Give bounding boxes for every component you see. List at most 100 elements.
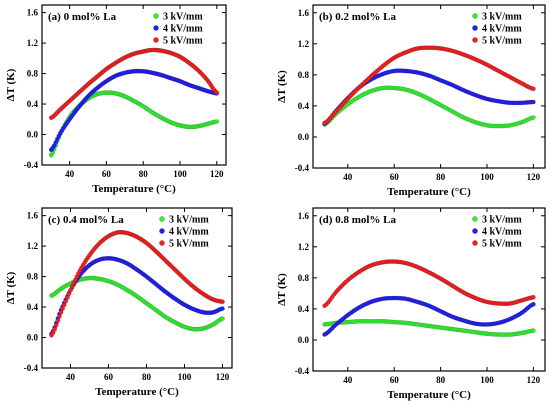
panel-title: (a) 0 mol% La: [48, 11, 117, 23]
data-point: [65, 295, 70, 300]
x-tick-label: 100: [178, 372, 192, 382]
data-point: [53, 322, 59, 328]
legend-marker: [159, 240, 165, 246]
legend-marker: [472, 240, 478, 246]
panel-title: (b) 0.2 mol% La: [319, 11, 397, 23]
x-tick-label: 120: [210, 169, 224, 179]
y-tick-label: 0.0: [298, 132, 310, 142]
y-axis-title: ΔT (K): [276, 273, 288, 306]
legend-marker: [472, 216, 478, 222]
y-axis-title: ΔT (K): [5, 271, 17, 304]
y-tick-label: 0.0: [27, 333, 39, 343]
y-tick-label: 0.8: [298, 273, 310, 283]
data-point: [214, 90, 220, 95]
legend-label: 3 kV/mm: [482, 215, 522, 226]
y-tick-label: 1.2: [298, 242, 310, 252]
legend-marker: [153, 13, 159, 19]
x-tick-label: 100: [480, 375, 494, 385]
data-point: [68, 287, 73, 293]
legend-marker: [472, 25, 478, 31]
plot-frame: [312, 4, 546, 169]
y-tick-label: -0.4: [24, 160, 39, 170]
x-tick-label: 80: [436, 375, 446, 385]
y-tick-label: 0.8: [27, 69, 39, 79]
series-5-kv-mm: [48, 47, 220, 121]
x-tick-label: 80: [436, 172, 446, 182]
series-4-kv-mm: [322, 295, 536, 337]
data-point: [220, 299, 225, 305]
legend-label: 4 kV/mm: [163, 24, 203, 35]
chart-panel-4: -0.4 0.0 0.4 0.8 1.2 1.6 40 60 80 100 120 Temperatu…: [276, 207, 546, 401]
y-tick-label: 0.4: [27, 302, 39, 312]
x-tick-label: 60: [390, 375, 400, 385]
y-tick-label: 0.0: [298, 335, 310, 345]
legend-marker: [472, 13, 478, 19]
series-4-kv-mm: [48, 68, 220, 153]
x-tick-label: 80: [142, 372, 152, 382]
x-axis-title: Temperature (°C): [387, 389, 471, 401]
legend-marker: [153, 37, 159, 43]
y-axis-title: ΔT (K): [276, 70, 288, 103]
data-point: [63, 298, 69, 304]
x-tick-label: 80: [139, 169, 149, 179]
y-tick-label: 0.8: [298, 70, 310, 80]
x-tick-label: 100: [480, 172, 494, 182]
legend-label: 5 kV/mm: [169, 239, 209, 250]
x-tick-label: 40: [65, 169, 75, 179]
legend-label: 3 kV/mm: [482, 12, 522, 23]
legend-marker: [159, 228, 165, 234]
legend-label: 3 kV/mm: [169, 215, 209, 226]
x-tick-label: 120: [527, 375, 541, 385]
y-tick-label: 1.6: [298, 211, 310, 221]
data-point: [60, 306, 65, 311]
chart-panel-1: -0.4 0.0 0.4 0.8 1.2 1.6 40 60 80 100 120 Temperatu…: [5, 4, 227, 195]
panel-title: (d) 0.8 mol% La: [319, 214, 397, 226]
legend: 3 kV/mm4 kV/mm5 kV/mm: [159, 215, 209, 250]
data-point: [214, 119, 220, 124]
y-tick-label: -0.4: [295, 163, 310, 173]
y-tick-label: 1.2: [27, 241, 39, 251]
y-tick-label: 1.6: [298, 8, 310, 18]
legend-label: 4 kV/mm: [482, 227, 522, 238]
x-tick-label: 60: [390, 172, 400, 182]
data-point: [531, 301, 536, 307]
legend-marker: [472, 37, 478, 43]
y-tick-label: 1.2: [27, 38, 39, 48]
data-point: [531, 99, 536, 105]
y-tick-label: -0.4: [295, 366, 310, 376]
series-3-kv-mm: [48, 90, 220, 158]
x-tick-label: 60: [104, 372, 114, 382]
y-tick-label: -0.4: [24, 363, 39, 373]
x-tick-label: 100: [173, 169, 187, 179]
x-tick-label: 120: [527, 172, 541, 182]
plot-frame: [312, 207, 546, 372]
y-tick-label: 0.4: [298, 304, 310, 314]
data-point: [66, 291, 72, 297]
x-tick-label: 60: [102, 169, 112, 179]
series-5-kv-mm: [322, 45, 536, 126]
x-tick-label: 40: [343, 375, 353, 385]
y-tick-label: 0.8: [27, 272, 39, 282]
legend-label: 4 kV/mm: [482, 24, 522, 35]
x-axis-title: Temperature (°C): [387, 186, 471, 198]
series-5-kv-mm: [322, 259, 536, 309]
legend: 3 kV/mm4 kV/mm5 kV/mm: [472, 12, 522, 47]
legend: 3 kV/mm4 kV/mm5 kV/mm: [472, 215, 522, 250]
x-tick-label: 40: [66, 372, 76, 382]
x-tick-label: 120: [216, 372, 230, 382]
legend-label: 3 kV/mm: [163, 12, 203, 23]
y-tick-label: 0.4: [298, 101, 310, 111]
x-tick-label: 40: [343, 172, 353, 182]
y-tick-label: 1.6: [27, 211, 39, 221]
legend-marker: [472, 228, 478, 234]
legend-label: 5 kV/mm: [482, 36, 522, 47]
data-point: [531, 86, 536, 92]
legend-label: 5 kV/mm: [163, 36, 203, 47]
plot-frame: [41, 4, 227, 166]
data-point: [220, 306, 225, 311]
y-tick-label: 0.0: [27, 130, 39, 140]
legend: 3 kV/mm4 kV/mm5 kV/mm: [153, 12, 203, 47]
plot-frame: [41, 207, 233, 369]
y-tick-label: 1.6: [27, 8, 39, 18]
series-5-kv-mm: [49, 229, 225, 338]
